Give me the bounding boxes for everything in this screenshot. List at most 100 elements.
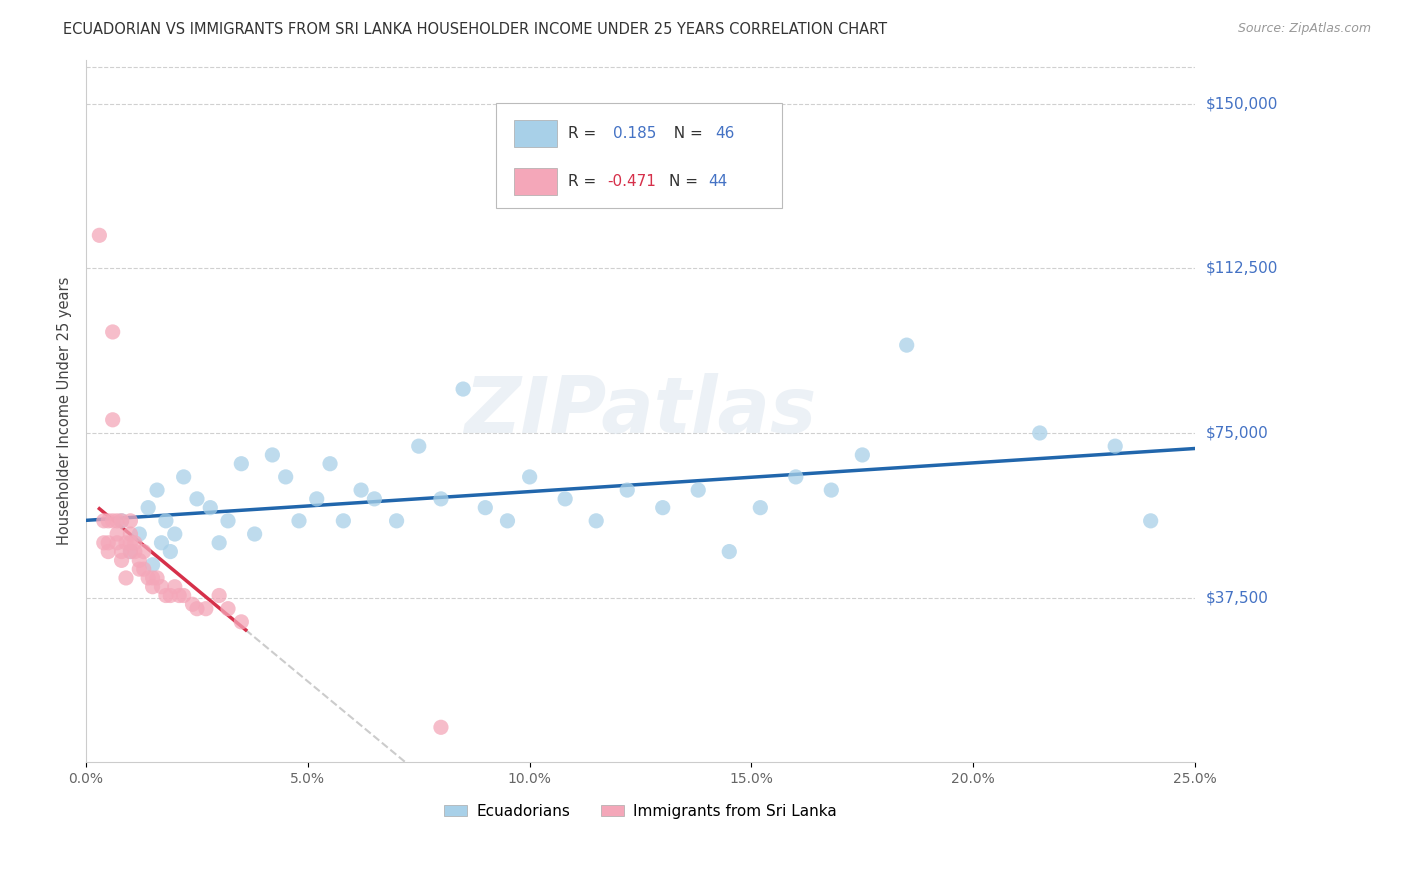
Point <box>120 514 142 528</box>
Point <box>519 470 541 484</box>
Point <box>181 597 204 611</box>
Point <box>231 457 253 471</box>
Point <box>186 601 208 615</box>
Point <box>163 527 186 541</box>
Point <box>688 483 710 497</box>
Point <box>363 491 385 506</box>
Text: -0.471: -0.471 <box>607 174 657 189</box>
Point <box>142 580 165 594</box>
Point <box>163 580 186 594</box>
Point <box>408 439 430 453</box>
Point <box>128 562 150 576</box>
Point <box>243 527 266 541</box>
Point <box>146 571 169 585</box>
Point <box>332 514 354 528</box>
Point <box>110 514 132 528</box>
Text: R =: R = <box>568 174 602 189</box>
Point <box>97 544 120 558</box>
Point <box>97 536 120 550</box>
Point <box>105 536 128 550</box>
Text: 44: 44 <box>709 174 728 189</box>
Point <box>155 589 177 603</box>
Point <box>105 527 128 541</box>
Point <box>274 470 297 484</box>
Point <box>93 514 115 528</box>
Legend: Ecuadorians, Immigrants from Sri Lanka: Ecuadorians, Immigrants from Sri Lanka <box>439 797 842 825</box>
Text: $75,000: $75,000 <box>1206 425 1268 441</box>
Point <box>651 500 673 515</box>
Point <box>115 536 138 550</box>
Point <box>820 483 842 497</box>
Point <box>167 589 190 603</box>
Point <box>194 601 217 615</box>
Point <box>110 544 132 558</box>
Text: 46: 46 <box>716 126 735 141</box>
Point <box>305 491 328 506</box>
Point <box>186 491 208 506</box>
Point <box>132 562 155 576</box>
Point <box>124 536 146 550</box>
Point <box>142 571 165 585</box>
Point <box>474 500 496 515</box>
Point <box>1139 514 1161 528</box>
Text: N =: N = <box>669 174 703 189</box>
Point <box>1029 425 1052 440</box>
Point <box>200 500 222 515</box>
Point <box>159 589 181 603</box>
Point <box>231 615 253 629</box>
Point <box>262 448 284 462</box>
Point <box>1104 439 1126 453</box>
Text: ECUADORIAN VS IMMIGRANTS FROM SRI LANKA HOUSEHOLDER INCOME UNDER 25 YEARS CORREL: ECUADORIAN VS IMMIGRANTS FROM SRI LANKA … <box>63 22 887 37</box>
Point <box>97 514 120 528</box>
Y-axis label: Householder Income Under 25 years: Householder Income Under 25 years <box>58 277 72 545</box>
Point <box>217 514 239 528</box>
Text: $112,500: $112,500 <box>1206 260 1278 276</box>
Point <box>120 536 142 550</box>
Point <box>120 544 142 558</box>
Point <box>93 536 115 550</box>
Point <box>208 536 231 550</box>
Point <box>155 514 177 528</box>
Point <box>101 413 124 427</box>
Text: 0.185: 0.185 <box>613 126 657 141</box>
Point <box>146 483 169 497</box>
Point <box>385 514 408 528</box>
Text: R =: R = <box>568 126 602 141</box>
Point <box>128 553 150 567</box>
Point <box>120 544 142 558</box>
Point <box>173 470 195 484</box>
Point <box>101 325 124 339</box>
Point <box>496 514 519 528</box>
Point <box>718 544 741 558</box>
Point <box>132 544 155 558</box>
Point <box>554 491 576 506</box>
Text: N =: N = <box>664 126 707 141</box>
Point <box>217 601 239 615</box>
Point <box>785 470 807 484</box>
Point <box>136 571 159 585</box>
Point <box>142 558 165 572</box>
Point <box>136 500 159 515</box>
Point <box>150 580 173 594</box>
Point <box>173 589 195 603</box>
Point <box>110 514 132 528</box>
Point <box>128 527 150 541</box>
Point <box>585 514 607 528</box>
Text: ZIPatlas: ZIPatlas <box>464 373 817 449</box>
Text: $150,000: $150,000 <box>1206 96 1278 111</box>
Point <box>110 553 132 567</box>
Point <box>115 571 138 585</box>
Point <box>101 514 124 528</box>
Point <box>616 483 638 497</box>
Point <box>150 536 173 550</box>
Point <box>208 589 231 603</box>
Point <box>319 457 342 471</box>
Point <box>430 491 453 506</box>
Point <box>896 338 918 352</box>
Text: Source: ZipAtlas.com: Source: ZipAtlas.com <box>1237 22 1371 36</box>
Point <box>89 228 111 243</box>
Point <box>105 514 128 528</box>
Point <box>159 544 181 558</box>
Point <box>430 720 453 734</box>
Point <box>451 382 474 396</box>
